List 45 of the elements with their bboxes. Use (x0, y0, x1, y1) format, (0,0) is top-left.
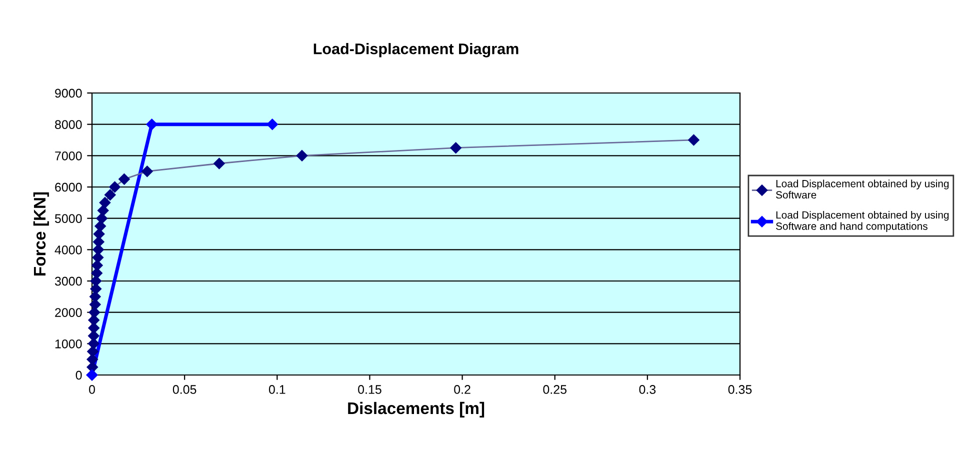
y-tick-label: 0 (76, 370, 82, 380)
point (96, 212, 108, 224)
x-tick-label: 0.05 (172, 385, 196, 394)
y-tick-label: 5000 (54, 214, 82, 223)
point (86, 354, 98, 365)
y-tick-label: 9000 (55, 88, 82, 98)
y-tick-label: 1000 (55, 339, 82, 348)
y-tick-label: 3000 (54, 276, 82, 286)
point (92, 244, 104, 256)
x-tick-label: 0.25 (543, 385, 566, 394)
point (214, 158, 225, 170)
point (104, 189, 116, 200)
x-axis-title: Dislacements [m] (348, 402, 484, 418)
point (450, 142, 462, 154)
point (90, 283, 102, 294)
legend-label: Load Displacement obtained by using Software (776, 180, 949, 199)
y-tick-label: 2000 (55, 308, 82, 317)
point (118, 174, 130, 185)
x-tick-label: 0.3 (639, 385, 656, 394)
y-axis-title: Force [KN] (33, 192, 49, 276)
point (88, 330, 100, 342)
y-tick-label: 6000 (55, 182, 82, 192)
point (109, 181, 120, 193)
point (88, 306, 100, 318)
y-tick-label: 8000 (55, 120, 82, 129)
point (94, 220, 106, 232)
point (296, 150, 308, 162)
point (146, 118, 158, 130)
point (98, 204, 109, 216)
x-tick-label: 0.15 (358, 385, 382, 394)
point (99, 197, 111, 208)
legend-label: Load Displacement obtained by using Software and hand computations (776, 211, 949, 232)
x-tick-label: 0.2 (454, 385, 470, 394)
point (90, 291, 101, 302)
x-tick-label: 0 (89, 385, 95, 394)
chart-title: Load-Displacement Diagram (314, 43, 518, 58)
y-tick-label: 4000 (54, 245, 82, 254)
x-tick-label: 0.1 (268, 385, 286, 394)
x-tick-label: 0.35 (728, 385, 752, 394)
point (266, 118, 278, 130)
y-tick-label: 7000 (55, 151, 82, 160)
point (93, 236, 104, 248)
point (92, 260, 103, 271)
point (142, 166, 153, 177)
point (688, 134, 700, 146)
